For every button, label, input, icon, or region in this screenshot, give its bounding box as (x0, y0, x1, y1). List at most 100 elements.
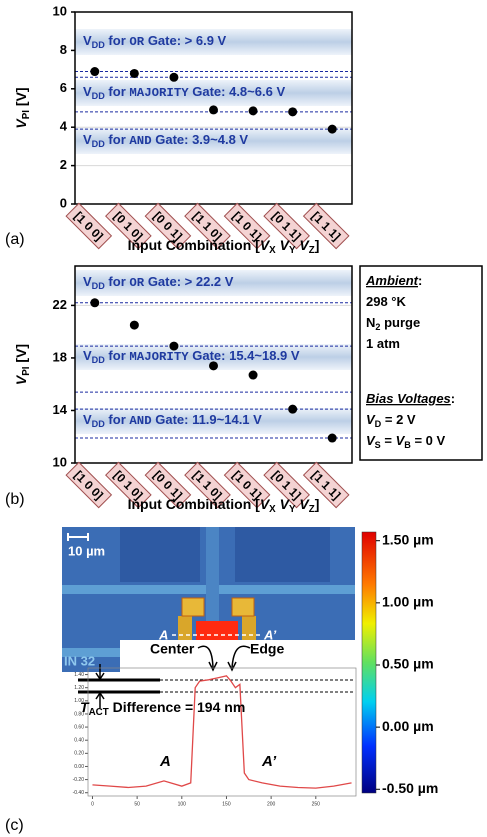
text-segment: OR (129, 276, 144, 290)
text-segment: Ambient (365, 273, 419, 288)
y-tick-label: 10 (53, 454, 67, 469)
gate-label: VDD for MAJORITY Gate: 4.8~6.6 V (83, 84, 285, 101)
text-segment: PI (21, 110, 32, 120)
note-line: 1 atm (366, 336, 400, 351)
text-segment: : (451, 391, 455, 406)
data-point (169, 73, 178, 82)
data-point (90, 298, 99, 307)
data-point (209, 361, 218, 370)
y-tick-label: 1.40 (74, 672, 84, 678)
y-tick-label: 2 (60, 157, 67, 172)
text-segment: for (105, 412, 130, 427)
y-axis-label: VPI [V] (13, 87, 32, 128)
colorbar-tick-label: -0.50 µm (382, 780, 438, 796)
y-tick-label: 10 (53, 3, 67, 18)
text-segment: ] (315, 496, 320, 512)
y-tick-label: 14 (53, 402, 68, 417)
text-segment: Gate: > 6.9 V (144, 33, 226, 48)
colorbar-tick-label: 0.50 µm (382, 656, 434, 672)
text-segment: for (105, 84, 130, 99)
text-segment: = (381, 433, 396, 448)
panel-label: (c) (5, 817, 24, 834)
data-point (288, 107, 297, 116)
x-tick-box: [1 0 0] (66, 462, 111, 507)
data-point (130, 69, 139, 78)
profile-a: A (159, 753, 171, 770)
text-segment: N (366, 315, 375, 330)
y-tick-label: 8 (60, 42, 67, 57)
y-tick-label: -0.20 (73, 777, 85, 783)
text-segment: DD (92, 419, 106, 429)
text-segment: [V] (13, 87, 29, 110)
x-tick-label: 200 (267, 801, 276, 807)
text-segment: Gate: 15.4~18.9 V (189, 348, 300, 363)
y-tick-label: 6 (60, 80, 67, 95)
y-tick-label: 0.40 (74, 738, 84, 744)
text-segment: for (105, 348, 130, 363)
x-tick-box: [1 0 0] (66, 203, 111, 248)
data-point (209, 105, 218, 114)
text-segment: Gate: 3.9~4.8 V (152, 132, 249, 147)
text-segment: V (83, 412, 92, 427)
text-segment: AND (129, 134, 151, 148)
y-tick-label: 0.20 (74, 751, 84, 757)
profile-a-prime: A’ (261, 753, 277, 770)
y-tick-label: -0.40 (73, 790, 85, 796)
text-segment: OR (129, 35, 144, 49)
gate-label: VDD for OR Gate: > 6.9 V (83, 33, 227, 50)
data-point (328, 125, 337, 134)
panel-label: (b) (5, 491, 25, 508)
text-segment: Gate: > 22.2 V (144, 274, 234, 289)
note-line: N2 purge (366, 315, 420, 332)
note-line: 298 °K (366, 294, 407, 309)
text-segment: V (83, 33, 92, 48)
text-segment: AND (129, 414, 151, 428)
text-segment: V (83, 274, 92, 289)
data-point (130, 321, 139, 330)
note-line: Ambient: (365, 273, 422, 288)
text-segment: V (83, 348, 92, 363)
panel-label: (a) (5, 231, 25, 248)
text-segment: 1 atm (366, 336, 400, 351)
text-segment: for (105, 33, 130, 48)
x-tick-label: 0 (91, 801, 94, 807)
y-tick-label: 0 (60, 195, 67, 210)
data-point (328, 434, 337, 443)
center-label: Center (150, 641, 195, 657)
note-line: Bias Voltages: (366, 391, 455, 406)
text-segment: V (83, 132, 92, 147)
y-tick-label: 18 (53, 349, 67, 364)
colorbar (362, 532, 376, 793)
text-segment: DD (92, 40, 106, 50)
figure: (a) (b) (c) 10 µm A A’ IN 32 Center Edge… (0, 0, 487, 837)
text-segment: : (418, 273, 422, 288)
x-tick-label: 250 (312, 801, 321, 807)
data-point (90, 67, 99, 76)
text-segment: Gate: 11.9~14.1 V (152, 412, 263, 427)
text-segment: V (83, 84, 92, 99)
text-segment: DD (92, 139, 106, 149)
text-segment: DD (92, 281, 106, 291)
colorbar-tick-label: 1.00 µm (382, 594, 434, 610)
text-segment: = 2 V (381, 412, 416, 427)
text-segment: Input Combination [ (128, 496, 261, 512)
colorbar-tick-label: 0.00 µm (382, 718, 434, 734)
text-segment: = 0 V (411, 433, 446, 448)
text-segment: Input Combination [ (128, 237, 261, 253)
text-segment: [V] (13, 344, 29, 367)
text-segment: for (105, 274, 130, 289)
y-tick-label: 0.00 (74, 764, 84, 770)
data-point (249, 371, 258, 380)
text-segment: Gate: 4.8~6.6 V (189, 84, 286, 99)
text-segment: purge (380, 315, 420, 330)
data-point (169, 342, 178, 351)
data-point (288, 405, 297, 414)
text-segment: Difference = 194 nm (109, 699, 246, 715)
y-tick-label: 1.20 (74, 685, 84, 691)
text-segment: ACT (89, 707, 109, 718)
gate-label: VDD for AND Gate: 3.9~4.8 V (83, 132, 248, 149)
note-line: VD = 2 V (366, 412, 416, 429)
text-segment: ] (315, 237, 320, 253)
text-segment: 298 °K (366, 294, 407, 309)
x-tick-label: 50 (134, 801, 140, 807)
